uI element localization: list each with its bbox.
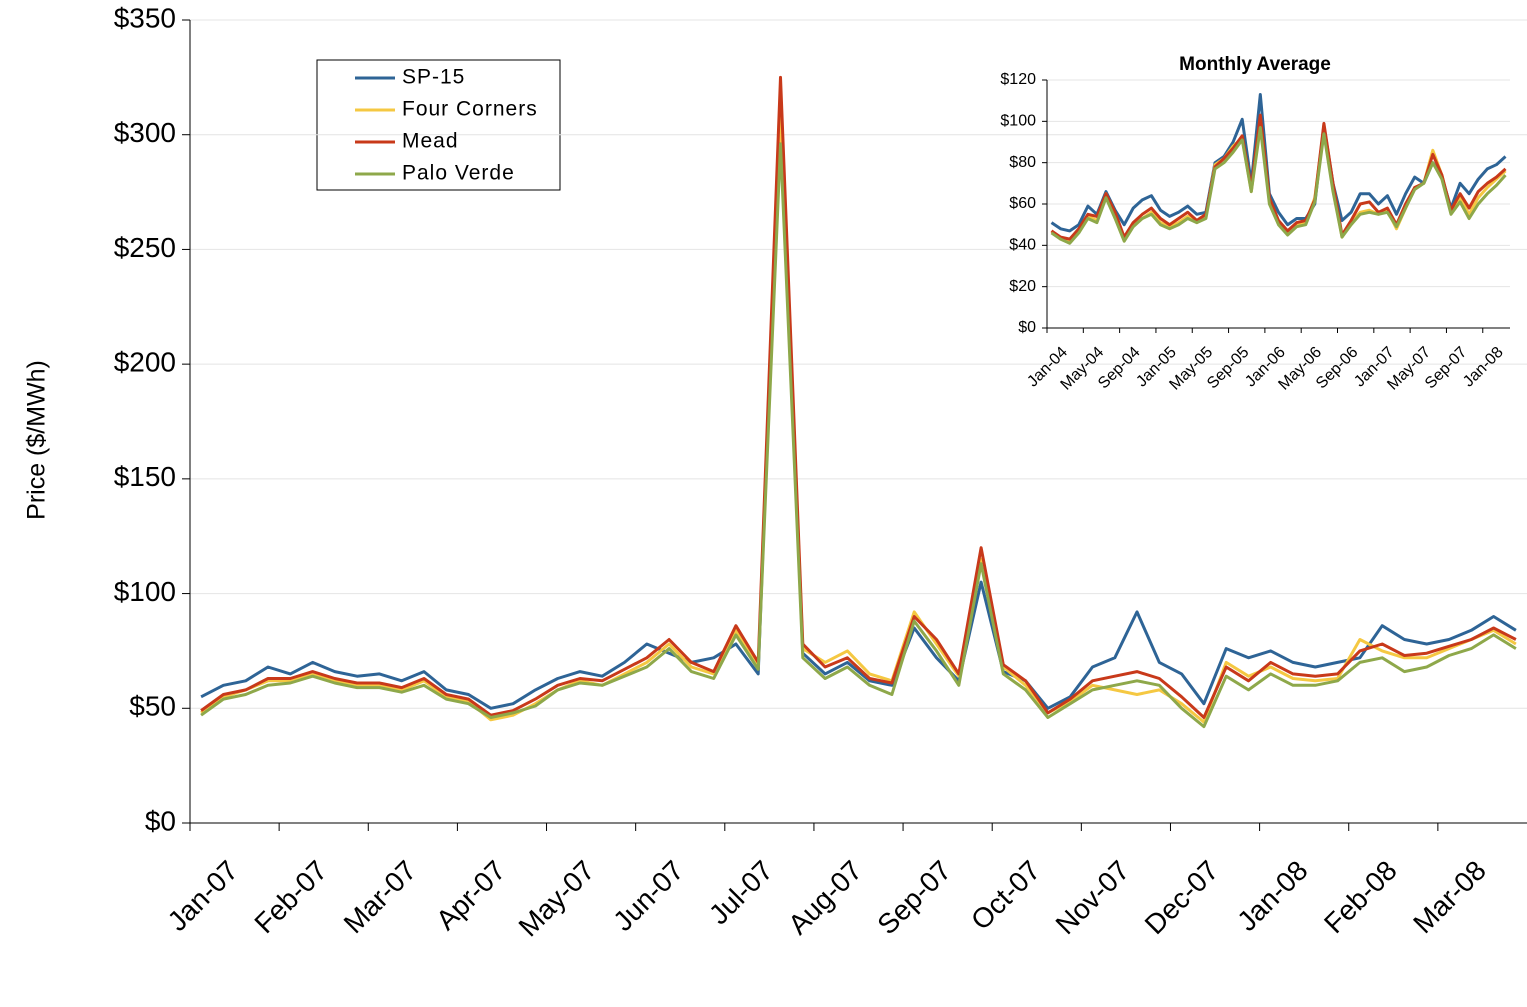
y-tick-label: $120 [1000,71,1036,88]
series-line [200,142,1517,729]
y-tick-label: $0 [1018,319,1036,336]
legend-label: SP-15 [402,66,465,89]
legend-label: Four Corners [402,98,538,121]
inset-title: Monthly Average [1179,54,1331,75]
series-line [1050,113,1507,241]
y-tick-label: $250 [114,232,176,263]
y-tick-label: $0 [145,805,176,836]
series-line [1050,126,1507,245]
legend-label: Mead [402,130,459,153]
y-tick-label: $350 [114,2,176,33]
y-tick-label: $150 [114,461,176,492]
y-tick-label: $40 [1009,237,1036,254]
y-tick-label: $80 [1009,154,1036,171]
y-axis-label: Price ($/MWh) [23,360,51,520]
series-line [200,87,1517,710]
y-tick-label: $60 [1009,195,1036,212]
y-tick-label: $50 [129,691,176,722]
y-tick-label: $100 [114,576,176,607]
series-line [200,110,1517,724]
y-tick-label: $300 [114,117,176,148]
series-line [200,75,1517,719]
legend-label: Palo Verde [402,162,515,185]
y-tick-label: $20 [1009,278,1036,295]
y-tick-label: $100 [1000,113,1036,130]
legend-box [316,59,561,191]
y-tick-label: $200 [114,347,176,378]
